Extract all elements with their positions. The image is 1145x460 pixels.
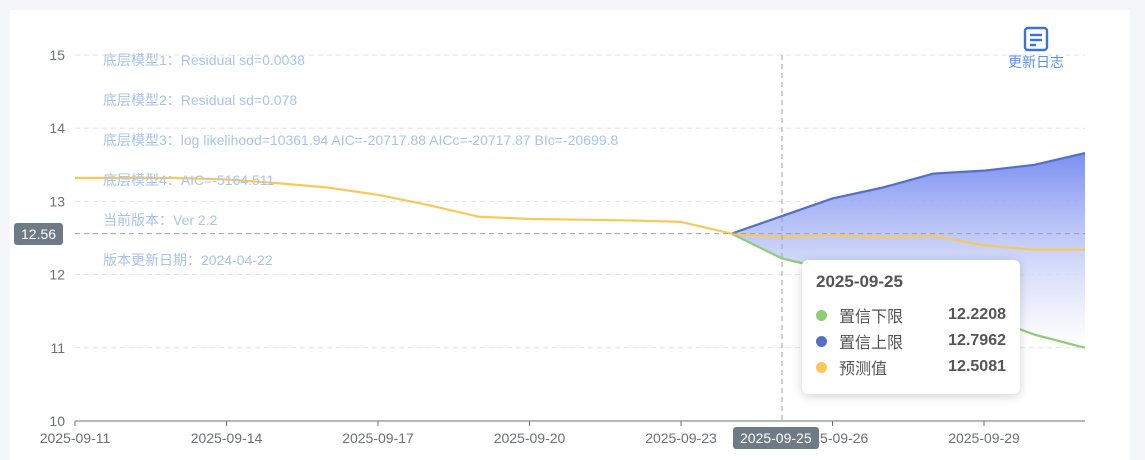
- series-dot-icon: [816, 361, 827, 373]
- model-annotation: 底层模型2：Residual sd=0.078: [103, 92, 298, 108]
- update-log-button[interactable]: 更新日志: [1004, 26, 1068, 72]
- x-tick-label: 2025-09-23: [645, 430, 717, 446]
- model-annotation: 底层模型4：AIC=-5164.511: [103, 172, 275, 188]
- y-tick-label: 12: [49, 267, 65, 283]
- tooltip-title: 2025-09-25: [816, 272, 903, 291]
- tooltip-series-value: 12.5081: [948, 358, 1006, 375]
- tooltip-series-name: 置信上限: [839, 335, 904, 352]
- tooltip-series-value: 12.2208: [948, 306, 1006, 323]
- y-pointer-label: 12.56: [14, 223, 64, 245]
- tooltip-row: 预测值 12.5081: [816, 354, 1006, 380]
- tooltip-series-value: 12.7962: [948, 332, 1006, 349]
- x-tick-label: 2025-09-29: [948, 430, 1020, 446]
- tooltip-row: 置信下限 12.2208: [816, 302, 1006, 328]
- x-tick-label: 2025-09-11: [40, 430, 111, 446]
- y-tick-label: 15: [49, 47, 65, 63]
- x-tick-label: 2025-09-20: [494, 430, 566, 446]
- model-annotation: 底层模型1：Residual sd=0.0038: [103, 52, 305, 68]
- y-tick-label: 10: [49, 413, 65, 429]
- model-annotation: 版本更新日期：2024-04-22: [103, 252, 273, 268]
- x-tick-label: 2025-09-14: [191, 430, 263, 446]
- series-dot-icon: [816, 309, 827, 321]
- tooltip-series-name: 置信下限: [839, 309, 904, 326]
- tooltip-row: 置信上限 12.7962: [816, 328, 1006, 354]
- y-tick-label: 11: [50, 340, 65, 356]
- tooltip-series-name: 预测值: [839, 361, 888, 378]
- y-tick-label: 13: [49, 193, 65, 209]
- x-pointer-label: 2025-09-25: [733, 427, 819, 449]
- upper-bound-line: [731, 152, 1086, 235]
- tooltip: 2025-09-25 置信下限 12.2208 置信上限 12.7962 预测值 12.5…: [802, 260, 1020, 394]
- model-annotation: 底层模型3：log likelihood=10361.94 AIC=-20717…: [103, 132, 619, 148]
- y-tick-label: 14: [49, 120, 65, 136]
- series-dot-icon: [816, 335, 827, 347]
- model-annotation: 当前版本：Ver 2.2: [103, 212, 218, 228]
- document-icon: [1023, 26, 1049, 52]
- update-log-label: 更新日志: [1008, 54, 1064, 70]
- x-tick-label: 2025-09-17: [342, 430, 414, 446]
